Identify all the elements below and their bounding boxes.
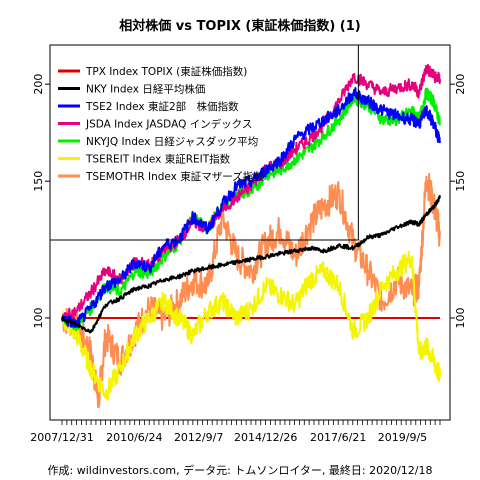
series-line-1 — [61, 195, 441, 334]
x-tick-label: 2019/9/5 — [378, 431, 427, 444]
axes: 100 100 150 150 200 200 2007/12/31 2010/6/24 201… — [30, 44, 467, 444]
y-tick-label-left: 200 — [32, 74, 45, 95]
y-tick-label-right: 100 — [454, 307, 467, 328]
legend: TPX Index TOPIX (東証株価指数) NKY Index 日経平均株価… — [58, 65, 264, 183]
legend-label-2: TSE2 Index 東証2部 株価指数 — [85, 100, 239, 113]
series-line-5 — [61, 250, 441, 401]
y-tick-label-left: 150 — [32, 171, 45, 192]
x-tick-label: 2010/6/24 — [106, 431, 162, 444]
y-tick-label-right: 200 — [454, 74, 467, 95]
legend-label-5: TSEREIT Index 東証REIT指数 — [85, 153, 231, 166]
y-tick-label-left: 100 — [32, 307, 45, 328]
x-tick-label: 2007/12/31 — [30, 431, 93, 444]
chart-title: 相対株価 vs TOPIX (東証株価指数) (1) — [119, 18, 360, 34]
plot-frame — [49, 44, 451, 421]
series-line-2 — [61, 87, 441, 329]
legend-label-0: TPX Index TOPIX (東証株価指数) — [85, 65, 247, 78]
chart-caption: 作成: wildinvestors.com, データ元: トムソンロイター, 最… — [48, 463, 433, 477]
legend-label-6: TSEMOTHR Index 東証マザーズ指数 — [85, 170, 264, 183]
legend-label-4: NKYJQ Index 日経ジャスダック平均 — [86, 135, 258, 148]
legend-label-3: JSDA Index JASDAQ インデックス — [85, 118, 252, 131]
x-tick-label: 2012/9/7 — [174, 431, 223, 444]
x-tick-label: 2014/12/26 — [234, 431, 297, 444]
x-tick-label: 2017/6/21 — [310, 431, 366, 444]
y-tick-label-right: 150 — [454, 171, 467, 192]
series-line-6 — [61, 172, 441, 409]
plot-area — [50, 45, 441, 409]
legend-label-1: NKY Index 日経平均株価 — [86, 83, 205, 96]
